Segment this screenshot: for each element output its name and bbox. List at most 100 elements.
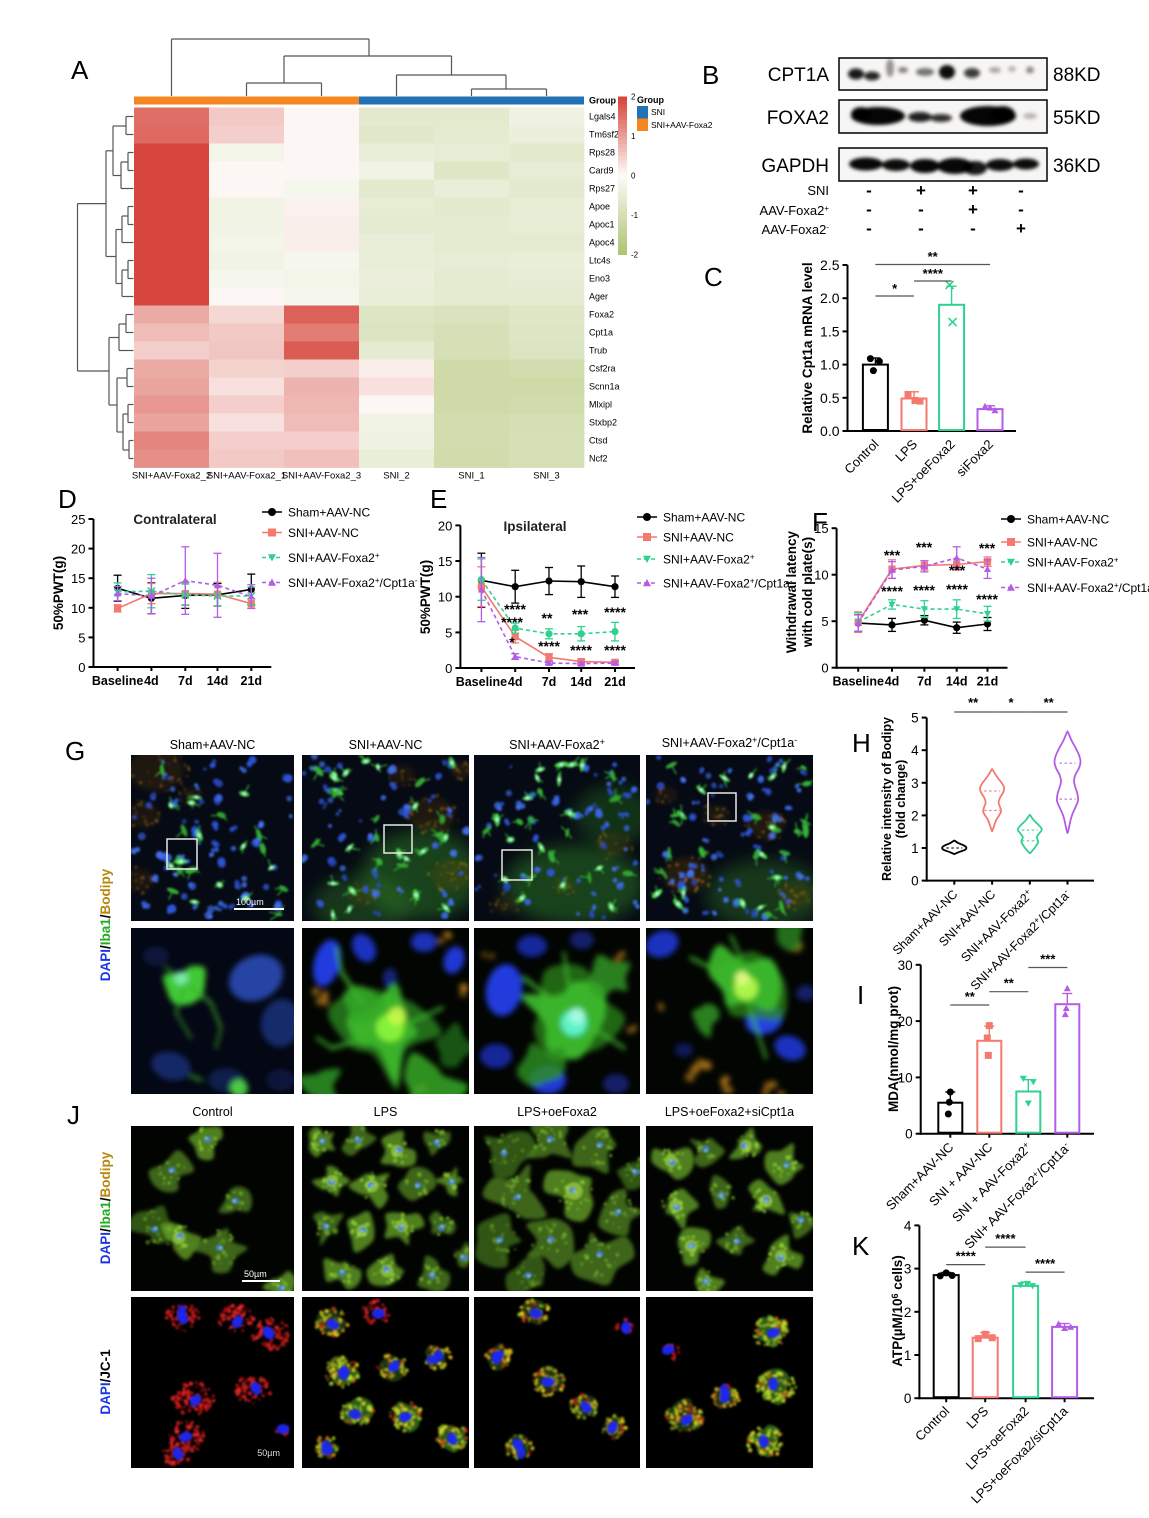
svg-text:***: *** <box>949 562 966 578</box>
svg-text:7d: 7d <box>542 675 557 689</box>
svg-text:Relative Cpt1a mRNA level: Relative Cpt1a mRNA level <box>800 262 815 433</box>
svg-text:DAPI/Iba1/Bodipy: DAPI/Iba1/Bodipy <box>98 868 113 981</box>
svg-text:*: * <box>892 281 898 296</box>
svg-text:**: ** <box>965 989 976 1004</box>
svg-text:0.0: 0.0 <box>820 423 840 439</box>
svg-text:****: **** <box>913 582 935 598</box>
svg-text:***: *** <box>916 539 933 555</box>
svg-text:SNI+AAV-Foxa2+: SNI+AAV-Foxa2+ <box>509 737 605 752</box>
svg-text:Trub: Trub <box>589 346 607 356</box>
svg-text:Control: Control <box>192 1105 232 1119</box>
svg-text:5: 5 <box>78 630 85 645</box>
svg-text:4d: 4d <box>885 675 900 689</box>
svg-text:1: 1 <box>631 132 636 141</box>
svg-text:2.5: 2.5 <box>820 257 840 273</box>
svg-text:15: 15 <box>814 521 828 536</box>
svg-text:2.0: 2.0 <box>820 290 840 306</box>
svg-text:SNI+AAV-Foxa2_3: SNI+AAV-Foxa2_3 <box>282 471 361 482</box>
svg-text:Mlxipl: Mlxipl <box>589 400 612 410</box>
svg-text:LPS: LPS <box>374 1105 398 1119</box>
svg-text:4d: 4d <box>508 675 523 689</box>
svg-text:**: ** <box>1004 976 1015 991</box>
svg-text:-: - <box>866 181 872 200</box>
svg-text:SNI+AAV-NC: SNI+AAV-NC <box>349 738 423 752</box>
svg-text:SNI+AAV-NC: SNI+AAV-NC <box>663 531 734 545</box>
svg-text:4: 4 <box>904 1218 912 1233</box>
svg-text:Apoe: Apoe <box>589 202 610 212</box>
svg-text:SNI+AAV-Foxa2_2: SNI+AAV-Foxa2_2 <box>132 471 211 482</box>
svg-text:50µm: 50µm <box>257 1448 280 1458</box>
svg-text:Sham+AAV-NC: Sham+AAV-NC <box>288 506 370 520</box>
svg-text:21d: 21d <box>241 674 263 688</box>
svg-text:-: - <box>1018 200 1024 219</box>
svg-text:SNI_3: SNI_3 <box>533 471 559 482</box>
svg-text:A: A <box>71 55 89 85</box>
svg-text:-1: -1 <box>631 211 639 220</box>
svg-text:-: - <box>866 219 872 238</box>
svg-text:***: *** <box>884 547 901 563</box>
svg-text:***: *** <box>1040 952 1056 967</box>
svg-text:Group: Group <box>589 96 616 106</box>
svg-text:****: **** <box>604 604 626 620</box>
svg-text:SNI+AAV-Foxa2+/Cpt1a-: SNI+AAV-Foxa2+/Cpt1a- <box>662 735 798 750</box>
svg-text:**: ** <box>928 249 939 264</box>
svg-text:15: 15 <box>438 554 452 569</box>
svg-text:14d: 14d <box>207 674 229 688</box>
svg-text:0: 0 <box>445 661 452 676</box>
svg-text:Sham+AAV-NC: Sham+AAV-NC <box>883 1140 957 1214</box>
svg-text:50µm: 50µm <box>244 1269 267 1279</box>
svg-text:-2: -2 <box>631 251 639 260</box>
svg-text:Ipsilateral: Ipsilateral <box>503 519 566 534</box>
svg-text:SNI_2: SNI_2 <box>383 471 409 482</box>
svg-text:SNI+AAV-Foxa2+: SNI+AAV-Foxa2+ <box>288 551 380 565</box>
svg-text:55KD: 55KD <box>1053 108 1101 129</box>
svg-text:FOXA2: FOXA2 <box>767 108 829 129</box>
svg-text:Cpt1a: Cpt1a <box>589 328 613 338</box>
svg-text:7d: 7d <box>178 674 193 688</box>
svg-text:DAPI/Iba1/Bodipy: DAPI/Iba1/Bodipy <box>98 1151 113 1264</box>
svg-text:5: 5 <box>445 625 452 640</box>
svg-text:AAV-Foxa2-: AAV-Foxa2- <box>762 222 830 237</box>
svg-text:AAV-Foxa2+: AAV-Foxa2+ <box>760 203 830 218</box>
svg-text:0.5: 0.5 <box>820 390 840 406</box>
svg-text:Ager: Ager <box>589 292 608 302</box>
svg-text:siFoxa2: siFoxa2 <box>953 437 996 480</box>
svg-text:Lgals4: Lgals4 <box>589 112 616 122</box>
svg-text:*: * <box>1008 695 1014 710</box>
svg-text:10: 10 <box>814 568 828 583</box>
svg-text:-: - <box>918 200 924 219</box>
svg-text:****: **** <box>956 1249 977 1264</box>
svg-text:Ncf2: Ncf2 <box>589 454 608 464</box>
svg-text:Baseline: Baseline <box>456 675 507 689</box>
svg-text:Eno3: Eno3 <box>589 274 610 284</box>
svg-text:SNI: SNI <box>807 183 829 198</box>
svg-text:10: 10 <box>71 601 85 616</box>
svg-text:Rps28: Rps28 <box>589 148 615 158</box>
svg-text:***: *** <box>979 540 996 556</box>
svg-text:5: 5 <box>911 711 919 726</box>
svg-text:**: ** <box>1044 695 1055 710</box>
svg-text:**: ** <box>542 610 553 626</box>
svg-text:Contralateral: Contralateral <box>133 512 216 527</box>
svg-text:with cold plate(s): with cold plate(s) <box>800 537 815 648</box>
svg-text:25: 25 <box>71 512 85 527</box>
svg-text:-: - <box>918 219 924 238</box>
svg-text:0: 0 <box>631 172 636 181</box>
svg-text:SNI+AAV-NC: SNI+AAV-NC <box>288 526 359 540</box>
svg-text:+: + <box>1016 219 1026 238</box>
svg-text:Withdrawal latency: Withdrawal latency <box>784 530 799 653</box>
svg-text:1.5: 1.5 <box>820 323 840 339</box>
svg-text:GAPDH: GAPDH <box>761 156 829 177</box>
svg-text:**: ** <box>968 695 979 710</box>
svg-text:CPT1A: CPT1A <box>768 65 830 86</box>
svg-text:0: 0 <box>905 1127 913 1142</box>
svg-text:LPS+oeFoxa2+siCpt1a: LPS+oeFoxa2+siCpt1a <box>665 1105 794 1119</box>
svg-text:SNI_1: SNI_1 <box>458 471 484 482</box>
svg-text:SNI+AAV-Foxa2: SNI+AAV-Foxa2 <box>651 120 713 130</box>
svg-text:***: *** <box>572 606 589 622</box>
svg-text:C: C <box>704 262 723 292</box>
svg-text:+: + <box>916 181 926 200</box>
svg-text:Control: Control <box>912 1403 952 1443</box>
svg-text:****: **** <box>538 638 560 654</box>
svg-text:0: 0 <box>904 1391 912 1406</box>
